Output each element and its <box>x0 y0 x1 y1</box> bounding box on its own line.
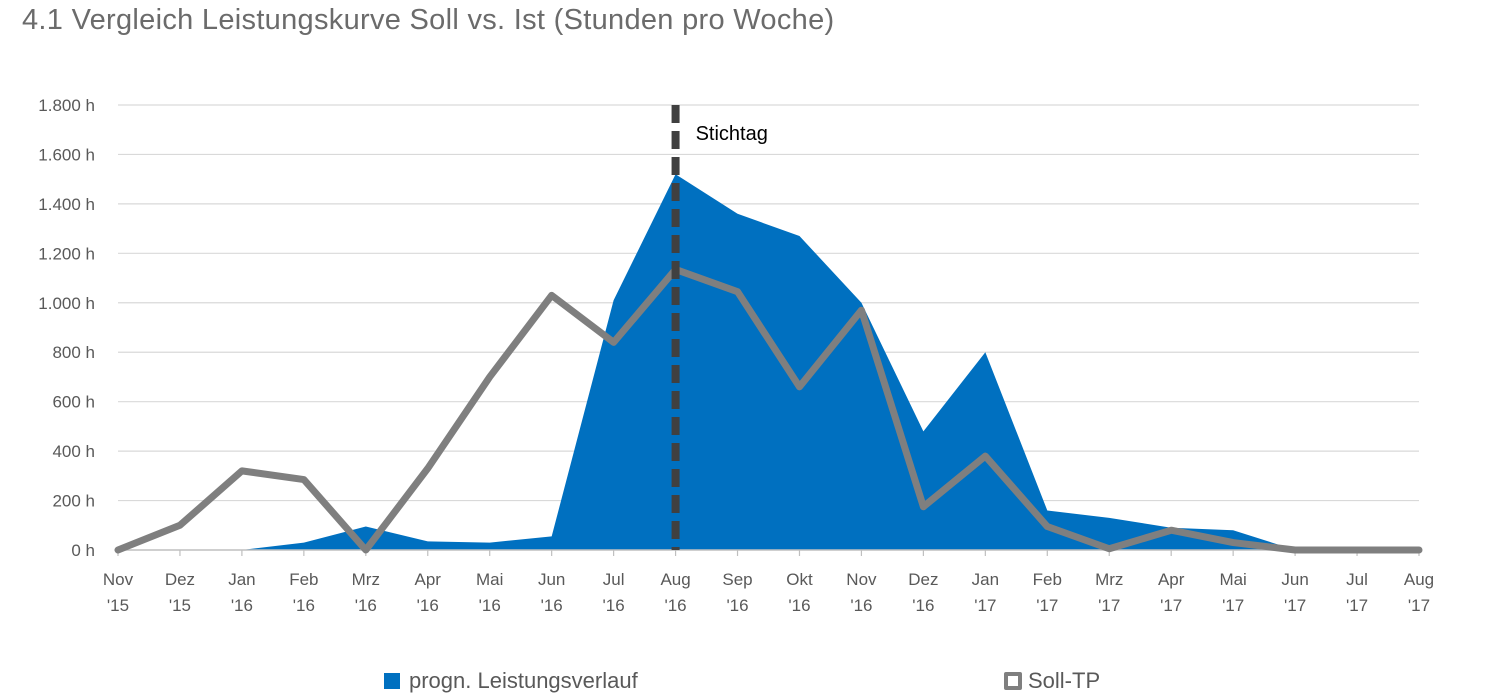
x-tick-label-year: '16 <box>726 596 748 615</box>
x-tick-label-month: Jul <box>603 570 625 589</box>
x-tick-label-year: '16 <box>479 596 501 615</box>
x-tick-label-month: Okt <box>786 570 813 589</box>
x-tick-label-year: '17 <box>1222 596 1244 615</box>
x-tick-label-month: Aug <box>660 570 690 589</box>
x-tick-label-month: Apr <box>1158 570 1185 589</box>
x-tick-label-month: Jan <box>972 570 999 589</box>
legend-swatch-area <box>384 673 400 689</box>
x-tick-label-year: '16 <box>417 596 439 615</box>
x-tick-label-year: '15 <box>107 596 129 615</box>
x-axis-ticks: Nov '15 Dez '15 Jan '16 Feb '16 Mrz '16 Apr '16 Mai '… <box>103 570 1434 615</box>
x-tick-label-month: Apr <box>415 570 442 589</box>
y-tick-label: 1.000 h <box>38 294 95 313</box>
x-tick-label-year: '16 <box>664 596 686 615</box>
x-tick-label-month: Dez <box>908 570 938 589</box>
x-tick-label-month: Mai <box>1219 570 1246 589</box>
x-tick-label-year: '16 <box>355 596 377 615</box>
x-axis <box>117 549 1420 556</box>
x-tick-label-month: Sep <box>722 570 752 589</box>
x-tick-label-month: Jul <box>1346 570 1368 589</box>
legend-item-area: progn. Leistungsverlauf <box>384 668 638 694</box>
y-tick-label: 1.800 h <box>38 96 95 115</box>
legend-label-line: Soll-TP <box>1028 668 1101 693</box>
x-tick-label-month: Mrz <box>352 570 380 589</box>
legend-item-line: Soll-TP <box>1004 668 1100 694</box>
chart-title: 4.1 Vergleich Leistungskurve Soll vs. Is… <box>22 4 835 36</box>
x-tick-label-month: Aug <box>1404 570 1434 589</box>
x-tick-label-year: '16 <box>603 596 625 615</box>
x-tick-label-year: '16 <box>850 596 872 615</box>
x-tick-label-year: '17 <box>1160 596 1182 615</box>
y-axis-ticks: 0 h 200 h 400 h 600 h 800 h 1.000 h 1.200 h 1.4… <box>38 96 95 560</box>
line-series <box>114 265 1423 554</box>
x-tick-label-month: Jun <box>1281 570 1308 589</box>
x-tick-label-month: Feb <box>1033 570 1062 589</box>
legend-swatch-line <box>1004 672 1022 690</box>
x-tick-label-month: Mrz <box>1095 570 1123 589</box>
x-tick-label-month: Mai <box>476 570 503 589</box>
x-tick-label-month: Nov <box>846 570 877 589</box>
x-tick-label-year: '17 <box>1346 596 1368 615</box>
y-tick-label: 600 h <box>52 393 95 412</box>
y-tick-label: 1.600 h <box>38 145 95 164</box>
x-tick-label-year: '17 <box>1098 596 1120 615</box>
x-tick-label-year: '17 <box>974 596 996 615</box>
y-tick-label: 400 h <box>52 442 95 461</box>
annotations: Stichtag <box>671 105 768 550</box>
x-tick-label-year: '17 <box>1408 596 1430 615</box>
y-tick-label: 0 h <box>71 541 95 560</box>
x-tick-label-year: '15 <box>169 596 191 615</box>
line-soll-tp <box>114 265 1423 554</box>
x-tick-label-month: Jun <box>538 570 565 589</box>
x-tick-label-year: '16 <box>541 596 563 615</box>
x-tick-label-year: '17 <box>1036 596 1058 615</box>
x-tick-label-year: '16 <box>231 596 253 615</box>
y-tick-label: 200 h <box>52 492 95 511</box>
y-tick-label: 1.400 h <box>38 195 95 214</box>
y-tick-label: 1.200 h <box>38 244 95 263</box>
x-tick-label-year: '16 <box>912 596 934 615</box>
x-tick-label-month: Dez <box>165 570 195 589</box>
legend-label-area: progn. Leistungsverlauf <box>409 668 638 693</box>
area-series <box>118 174 1419 550</box>
x-tick-label-year: '17 <box>1284 596 1306 615</box>
x-tick-label-month: Jan <box>228 570 255 589</box>
x-tick-label-month: Nov <box>103 570 134 589</box>
x-tick-label-month: Feb <box>289 570 318 589</box>
x-tick-label-year: '16 <box>788 596 810 615</box>
y-tick-label: 800 h <box>52 343 95 362</box>
stichtag-label: Stichtag <box>696 123 768 145</box>
area-progn-leistungsverlauf <box>118 174 1419 550</box>
x-tick-label-year: '16 <box>293 596 315 615</box>
